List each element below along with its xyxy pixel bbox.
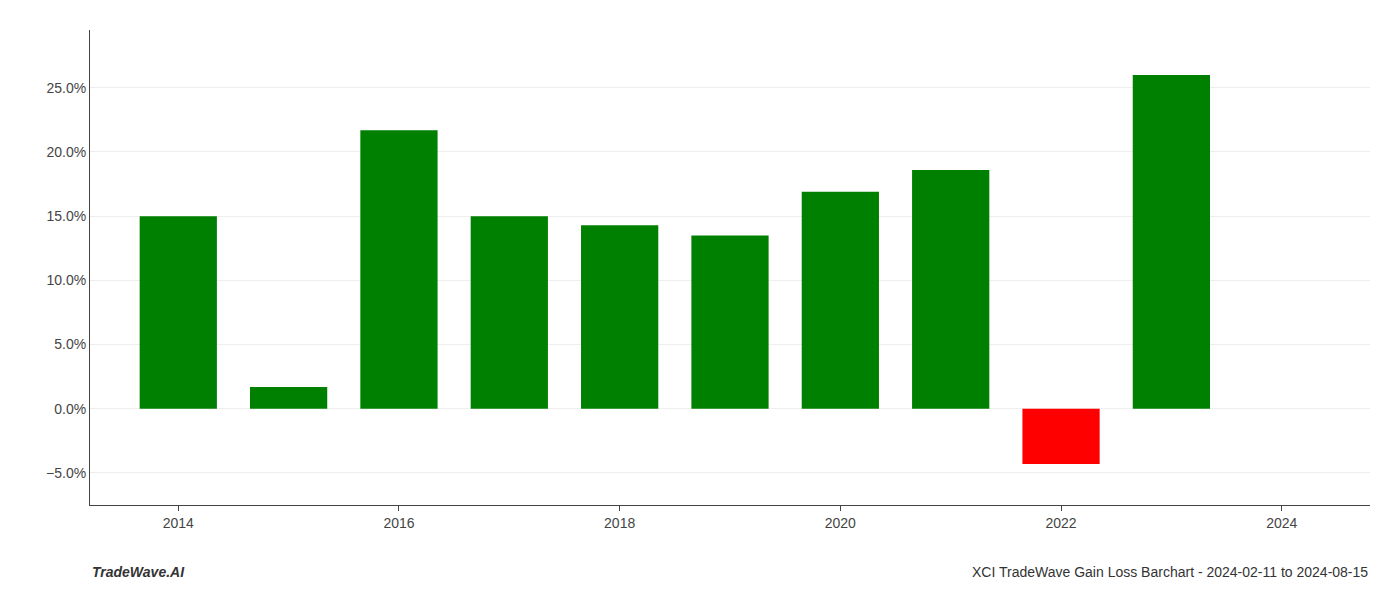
svg-text:TradeWave.AI: TradeWave.AI [92,564,185,580]
svg-text:2020: 2020 [825,515,856,531]
svg-text:−5.0%: −5.0% [46,465,86,481]
svg-text:15.0%: 15.0% [46,208,86,224]
svg-text:2022: 2022 [1045,515,1076,531]
svg-text:20.0%: 20.0% [46,144,86,160]
svg-text:25.0%: 25.0% [46,80,86,96]
svg-text:0.0%: 0.0% [54,401,86,417]
svg-text:5.0%: 5.0% [54,336,86,352]
svg-text:2018: 2018 [604,515,635,531]
svg-text:10.0%: 10.0% [46,272,86,288]
svg-text:2014: 2014 [163,515,194,531]
svg-text:2016: 2016 [383,515,414,531]
svg-text:XCI TradeWave Gain Loss Barcha: XCI TradeWave Gain Loss Barchart - 2024-… [972,564,1368,580]
svg-text:2024: 2024 [1266,515,1297,531]
